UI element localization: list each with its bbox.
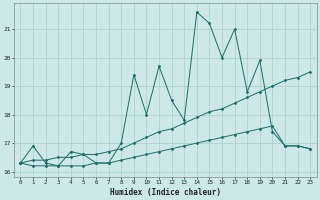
X-axis label: Humidex (Indice chaleur): Humidex (Indice chaleur) <box>110 188 221 197</box>
